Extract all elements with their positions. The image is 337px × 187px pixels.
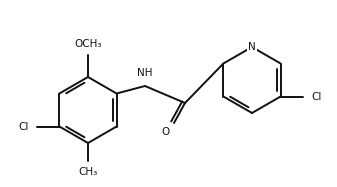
Text: N: N (248, 42, 256, 52)
Text: Cl: Cl (312, 91, 322, 102)
Text: OCH₃: OCH₃ (74, 39, 102, 49)
Text: Cl: Cl (18, 122, 28, 131)
Text: NH: NH (137, 68, 153, 78)
Text: CH₃: CH₃ (79, 167, 98, 177)
Text: O: O (162, 127, 170, 137)
